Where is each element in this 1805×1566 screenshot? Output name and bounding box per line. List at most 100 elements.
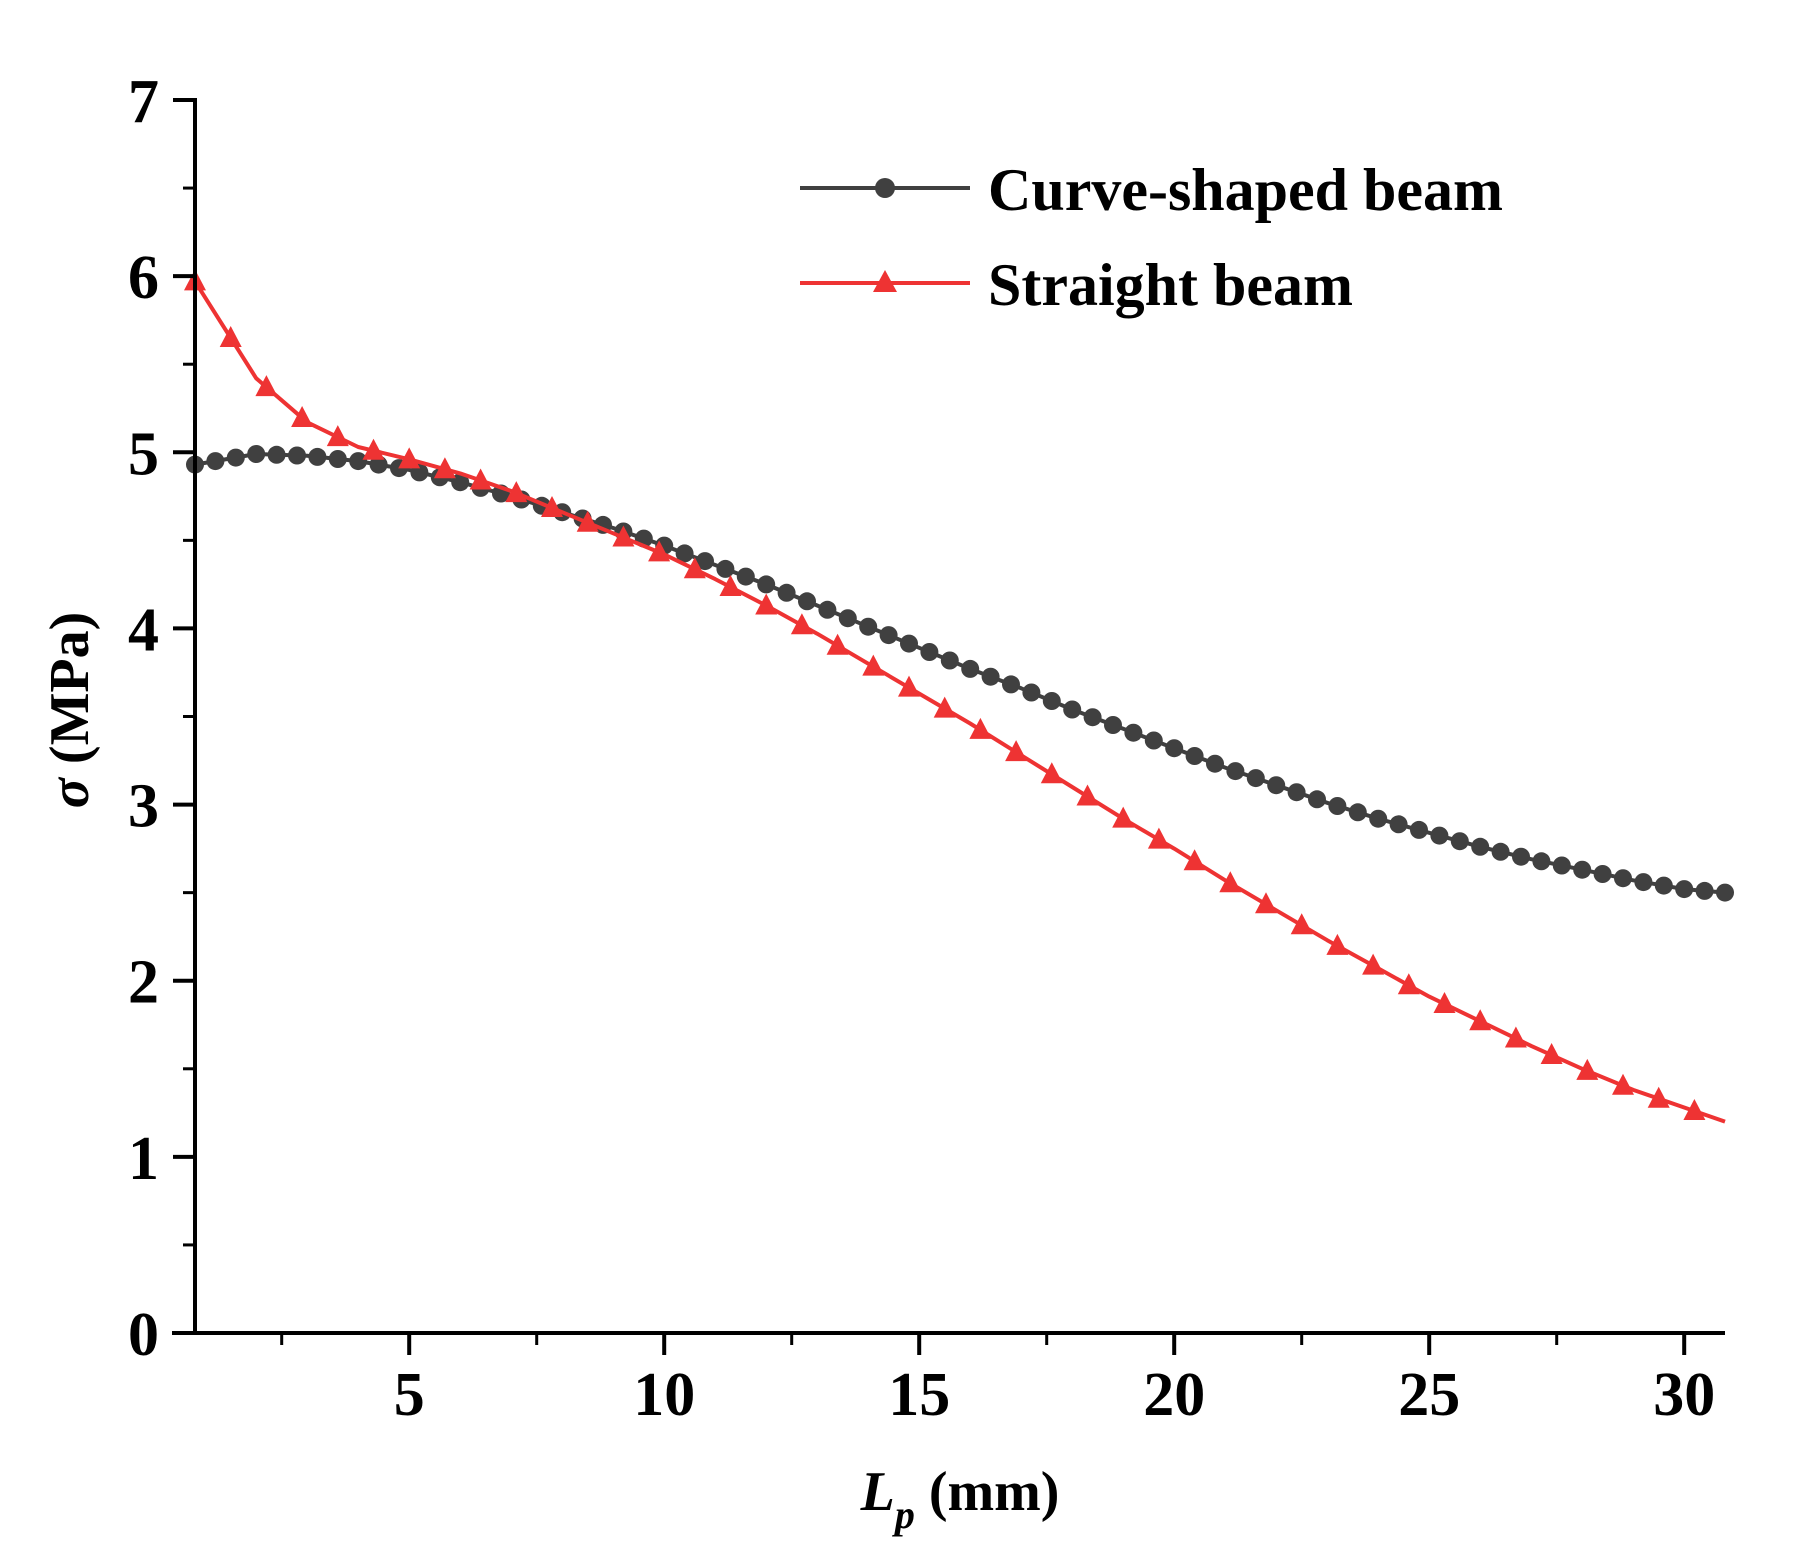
- legend-label-straight: Straight beam: [988, 252, 1353, 318]
- y-tick-label-2: 2: [128, 949, 159, 1017]
- data-point: [1326, 933, 1349, 955]
- data-point: [1469, 1009, 1492, 1031]
- y-tick-label-4: 4: [128, 596, 159, 664]
- data-point: [1362, 953, 1385, 975]
- data-point: [308, 447, 327, 466]
- data-point: [940, 651, 959, 670]
- data-point: [1147, 827, 1170, 849]
- data-point: [859, 617, 878, 636]
- data-point: [1255, 892, 1277, 914]
- data-point: [247, 445, 266, 463]
- x-tick-label-15: 15: [888, 1361, 950, 1429]
- legend-marker-curve: [875, 178, 895, 198]
- data-point: [981, 667, 1000, 686]
- data-point: [451, 473, 470, 492]
- y-axis-symbol: σ: [39, 776, 101, 808]
- data-point: [1433, 991, 1456, 1013]
- data-point: [719, 575, 742, 597]
- data-point: [1389, 815, 1408, 834]
- series-1: [184, 269, 1726, 1124]
- data-point: [1491, 842, 1510, 861]
- data-point: [267, 445, 286, 464]
- data-point: [1226, 762, 1245, 781]
- data-point: [755, 593, 778, 615]
- data-point: [576, 510, 599, 532]
- data-point: [226, 448, 245, 467]
- data-point: [326, 425, 349, 447]
- data-point: [288, 446, 306, 465]
- data-point: [1165, 739, 1184, 758]
- y-axis-unit: (MPa): [39, 612, 101, 778]
- data-point: [469, 468, 492, 490]
- data-point: [1328, 797, 1347, 815]
- data-point: [219, 325, 242, 347]
- data-point: [1450, 832, 1469, 851]
- x-axis-title: Lp (mm): [860, 1461, 1060, 1537]
- data-point: [1185, 747, 1204, 765]
- x-axis-subscript: p: [892, 1492, 915, 1537]
- data-point: [1532, 852, 1551, 871]
- data-point: [900, 634, 918, 653]
- data-point: [1410, 820, 1428, 839]
- data-point: [1063, 700, 1082, 719]
- data-point: [1716, 883, 1734, 902]
- data-point: [369, 455, 388, 474]
- data-point: [1308, 790, 1326, 809]
- y-axis-title: σ (MPa): [39, 612, 101, 809]
- data-point: [961, 659, 980, 678]
- data-point: [1040, 762, 1063, 784]
- data-point: [541, 495, 563, 517]
- data-point: [1002, 675, 1020, 694]
- x-tick-label-5: 5: [394, 1361, 425, 1429]
- legend-marker-straight: [873, 270, 897, 292]
- data-point: [838, 609, 857, 628]
- data-point: [398, 447, 421, 469]
- data-point: [716, 559, 735, 578]
- y-tick-label-3: 3: [128, 773, 159, 841]
- data-point: [349, 452, 368, 471]
- data-point: [362, 438, 385, 460]
- data-point: [1647, 1086, 1670, 1108]
- data-point: [675, 544, 694, 563]
- data-point: [1290, 913, 1313, 935]
- data-point: [757, 575, 776, 594]
- data-point: [683, 557, 706, 579]
- y-tick-label-1: 1: [128, 1125, 159, 1193]
- data-point: [862, 654, 885, 676]
- data-point: [1683, 1099, 1706, 1121]
- data-point: [1593, 865, 1612, 883]
- data-point: [933, 696, 956, 718]
- data-point: [612, 525, 635, 547]
- data-point: [1397, 973, 1420, 995]
- data-point: [1348, 803, 1367, 822]
- data-point: [1112, 806, 1135, 828]
- x-tick-label-30: 30: [1653, 1361, 1715, 1429]
- data-point: [696, 552, 714, 571]
- data-point: [818, 600, 837, 619]
- data-point: [1471, 837, 1490, 856]
- x-tick-label-25: 25: [1398, 1361, 1460, 1429]
- data-point: [1246, 769, 1265, 788]
- data-point: [1430, 826, 1449, 845]
- data-point: [826, 633, 849, 655]
- y-tick-label-0: 0: [128, 1301, 159, 1369]
- data-point: [736, 567, 755, 586]
- data-point: [920, 643, 939, 661]
- data-point: [1206, 754, 1224, 773]
- data-point: [1614, 869, 1632, 888]
- data-point: [291, 405, 314, 427]
- data-point: [1022, 683, 1041, 702]
- data-point: [1183, 849, 1206, 871]
- x-axis-unit: (mm): [915, 1461, 1060, 1523]
- data-point: [1042, 692, 1061, 710]
- data-point: [1083, 708, 1102, 727]
- data-point: [1612, 1073, 1634, 1095]
- data-point: [1512, 847, 1530, 866]
- legend: Curve-shaped beam Straight beam: [800, 157, 1503, 318]
- data-point: [1573, 860, 1592, 879]
- data-point: [1654, 876, 1673, 895]
- data-point: [777, 583, 796, 602]
- x-tick-label-20: 20: [1143, 1361, 1205, 1429]
